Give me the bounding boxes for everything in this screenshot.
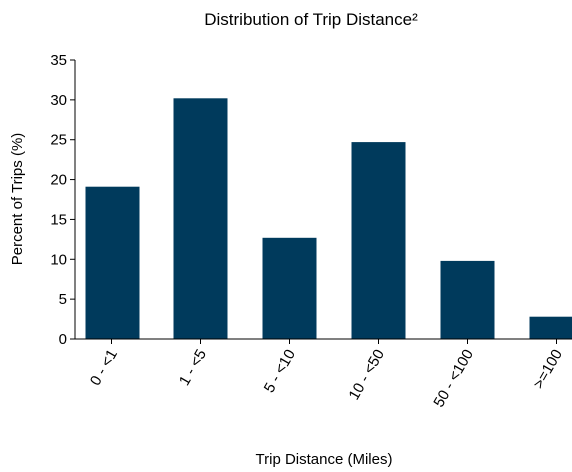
x-ticks-group: 0 - <1 1 - <5 5 - <10 10 - <50 50 - <100 >=10… bbox=[87, 339, 566, 410]
bar-1 bbox=[173, 98, 228, 339]
y-tick-label-4: 20 bbox=[50, 172, 67, 189]
y-tick-label-0: 0 bbox=[59, 331, 67, 348]
chart-title: Distribution of Trip Distance² bbox=[204, 10, 418, 29]
bar-2 bbox=[262, 237, 317, 339]
bar-0 bbox=[85, 186, 140, 339]
bars-group bbox=[85, 98, 572, 339]
y-tick-label-5: 25 bbox=[50, 132, 67, 149]
x-axis-label: Trip Distance (Miles) bbox=[256, 451, 393, 468]
y-tick-label-7: 35 bbox=[50, 52, 67, 69]
x-tick-label-3: 10 - <50 bbox=[346, 347, 388, 404]
y-tick-label-1: 5 bbox=[59, 291, 67, 308]
bar-5 bbox=[529, 316, 572, 339]
y-axis-label: Percent of Trips (%) bbox=[9, 133, 26, 266]
y-tick-label-6: 30 bbox=[50, 92, 67, 109]
y-ticks-group: 0 5 10 15 20 25 30 35 bbox=[50, 52, 75, 348]
bar-3 bbox=[351, 142, 406, 339]
x-tick-label-1: 1 - <5 bbox=[176, 347, 210, 389]
y-tick-label-2: 10 bbox=[50, 251, 67, 268]
y-tick-label-3: 15 bbox=[50, 211, 67, 228]
x-tick-label-5: >=100 bbox=[530, 347, 566, 392]
x-tick-label-2: 5 - <10 bbox=[261, 347, 299, 396]
bar-4 bbox=[440, 260, 495, 339]
x-tick-label-0: 0 - <1 bbox=[87, 347, 121, 389]
x-tick-label-4: 50 - <100 bbox=[430, 347, 477, 411]
